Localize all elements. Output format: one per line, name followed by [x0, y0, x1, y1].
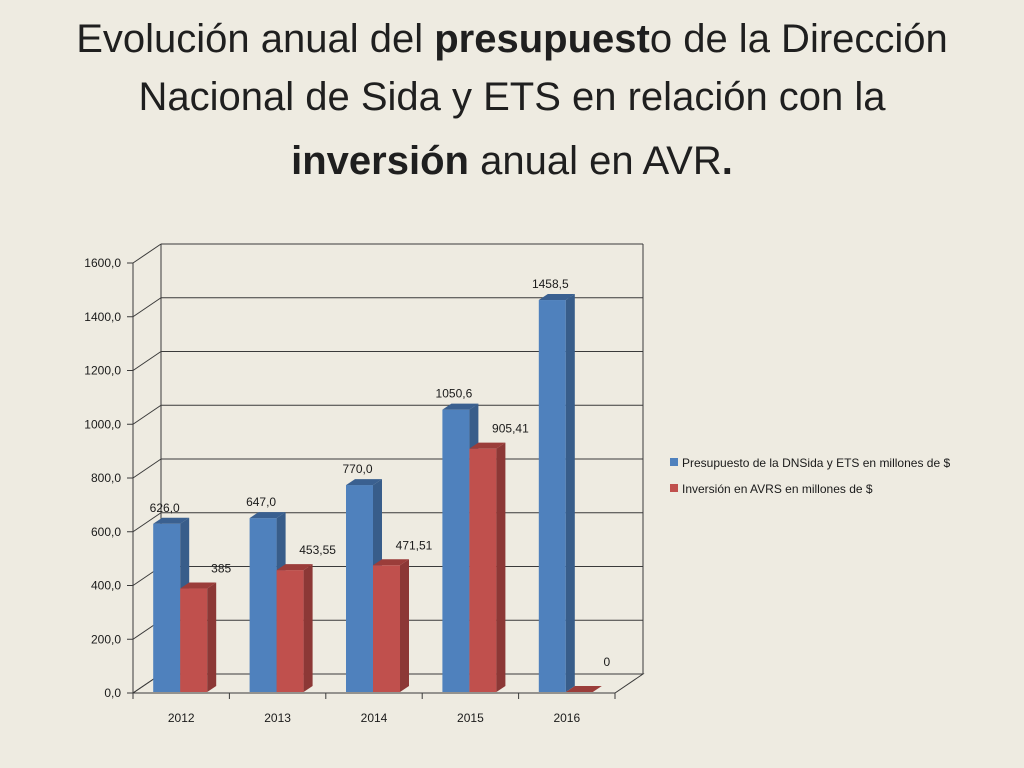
- bar-presupuesto-front: [346, 485, 373, 692]
- bar-presupuesto-top: [442, 403, 479, 410]
- legend-label-inversion: Inversión en AVRS en millones de $: [682, 482, 873, 496]
- title-text-1c: o de la Dirección: [649, 17, 948, 61]
- title-line-1: Evolución anual del presupuesto de la Di…: [40, 10, 984, 68]
- bar-presupuesto-top: [346, 479, 382, 486]
- bar-presupuesto-top: [153, 517, 190, 524]
- bar-inversion-side: [303, 564, 313, 692]
- data-label: 1458,5: [532, 277, 569, 291]
- bar-inversion-top: [373, 559, 409, 566]
- chart-bars: [153, 294, 602, 692]
- chart-axes: 0,0 200,0 400,0 600,0 800,0 1000,0 1200,0 1400,…: [84, 244, 645, 725]
- legend-swatch-inversion: [670, 484, 678, 492]
- gridline-depth: [132, 243, 162, 264]
- title-line-3: inversión anual en AVR.: [40, 132, 984, 190]
- chart-legend: Presupuesto de la DNSida y ETS en millon…: [670, 456, 950, 496]
- title-text-1b-bold: presupuest: [434, 17, 650, 61]
- title-text-3c-bold: .: [721, 139, 733, 183]
- bar-presupuesto-front: [153, 523, 181, 692]
- data-label: 647,0: [246, 495, 276, 509]
- legend-label-presupuesto: Presupuesto de la DNSida y ETS en millon…: [682, 456, 950, 470]
- data-label: 471,51: [396, 538, 433, 552]
- y-tick-label: 200,0: [91, 632, 121, 646]
- data-label: 385: [211, 562, 231, 576]
- gridline-depth: [132, 297, 162, 318]
- y-tick-label: 1600,0: [84, 256, 121, 270]
- bar-inversion-top: [469, 442, 506, 449]
- bar-inversion-top: [565, 686, 602, 692]
- x-tick-label: 2016: [553, 711, 580, 725]
- bar-presupuesto-front: [442, 409, 470, 692]
- bar-inversion-side: [400, 559, 409, 692]
- bar-inversion-front: [373, 565, 400, 692]
- bar-inversion-front: [469, 448, 497, 692]
- data-label: 453,55: [299, 543, 336, 557]
- bar-inversion-side: [207, 582, 217, 692]
- bar-presupuesto-front: [249, 518, 277, 692]
- x-tick-label: 2015: [457, 711, 484, 725]
- legend-swatch-presupuesto: [670, 458, 678, 466]
- bar-presupuesto-front: [538, 300, 566, 692]
- title-line-2: Nacional de Sida y ETS en relación con l…: [138, 75, 886, 119]
- y-tick-label: 1400,0: [84, 310, 121, 324]
- y-tick-label: 0,0: [104, 686, 121, 700]
- chart-data-labels: 626,0 385 647,0 453,55 770,0 471,51 1050,6 905,…: [150, 277, 611, 669]
- data-label: 770,0: [342, 462, 372, 476]
- y-tick-label: 600,0: [91, 525, 121, 539]
- y-tick-label: 1000,0: [84, 417, 121, 431]
- bar-presupuesto-top: [249, 512, 286, 519]
- title-text-3a-bold: inversión: [291, 139, 469, 183]
- slide-title: Evolución anual del presupuesto de la Di…: [40, 10, 984, 190]
- bar-inversion-top: [276, 564, 313, 571]
- chart-floor: [131, 673, 645, 694]
- bar-inversion-top: [180, 582, 217, 589]
- data-label: 0: [603, 655, 610, 669]
- y-tick-label: 800,0: [91, 471, 121, 485]
- bar-inversion-front: [180, 588, 208, 692]
- bar-inversion-front: [276, 570, 304, 692]
- data-label: 626,0: [150, 501, 180, 515]
- gridline-depth: [132, 458, 162, 479]
- gridline-depth: [132, 404, 162, 425]
- x-tick-label: 2012: [168, 711, 195, 725]
- y-tick-label: 1200,0: [84, 364, 121, 378]
- y-tick-label: 400,0: [91, 579, 121, 593]
- bar-presupuesto-side: [565, 294, 575, 692]
- title-text-1a: Evolución anual del: [76, 17, 435, 61]
- data-label: 1050,6: [436, 387, 473, 401]
- x-tick-label: 2014: [361, 711, 388, 725]
- data-label: 905,41: [492, 422, 529, 436]
- bar-inversion-side: [496, 442, 506, 692]
- title-text-3b: anual en AVR: [468, 139, 722, 183]
- x-tick-label: 2013: [264, 711, 291, 725]
- gridline-depth: [132, 512, 162, 533]
- bar-presupuesto-top: [538, 294, 575, 301]
- gridline-depth: [132, 351, 162, 371]
